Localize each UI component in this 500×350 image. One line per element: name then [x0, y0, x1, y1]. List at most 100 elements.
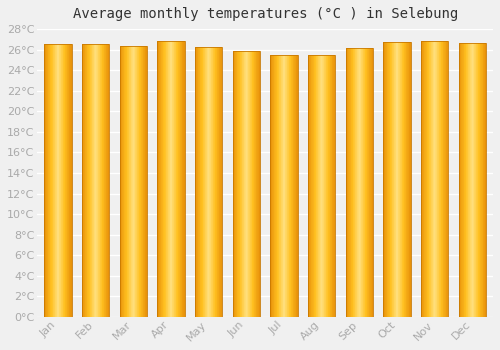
Bar	[102, 44, 103, 317]
Bar	[206, 47, 208, 317]
Bar	[143, 46, 144, 317]
Bar	[459, 43, 486, 317]
Bar	[398, 42, 399, 317]
Bar	[308, 55, 309, 317]
Bar	[292, 55, 293, 317]
Bar	[126, 46, 128, 317]
Bar	[244, 51, 245, 317]
Bar	[87, 44, 88, 317]
Bar	[407, 42, 408, 317]
Bar	[397, 42, 398, 317]
Bar	[98, 44, 99, 317]
Bar	[295, 55, 296, 317]
Bar	[236, 51, 237, 317]
Bar	[348, 48, 349, 317]
Bar	[167, 41, 168, 317]
Bar	[48, 44, 49, 317]
Bar	[364, 48, 366, 317]
Bar	[120, 46, 147, 317]
Bar	[463, 43, 464, 317]
Bar	[96, 44, 97, 317]
Bar	[162, 41, 163, 317]
Bar	[483, 43, 484, 317]
Bar	[440, 41, 441, 317]
Bar	[138, 46, 139, 317]
Bar	[278, 55, 280, 317]
Bar	[91, 44, 92, 317]
Bar	[176, 41, 177, 317]
Bar	[177, 41, 178, 317]
Bar	[205, 47, 206, 317]
Bar	[321, 55, 322, 317]
Bar	[320, 55, 321, 317]
Bar	[204, 47, 206, 317]
Bar	[208, 47, 210, 317]
Bar	[214, 47, 216, 317]
Bar	[86, 44, 87, 317]
Bar	[85, 44, 86, 317]
Bar	[220, 47, 221, 317]
Bar	[319, 55, 320, 317]
Bar	[476, 43, 477, 317]
Bar	[395, 42, 396, 317]
Bar	[311, 55, 312, 317]
Bar	[275, 55, 276, 317]
Bar	[332, 55, 334, 317]
Bar	[180, 41, 181, 317]
Bar	[99, 44, 100, 317]
Bar	[434, 41, 436, 317]
Bar	[217, 47, 218, 317]
Bar	[89, 44, 90, 317]
Bar	[221, 47, 222, 317]
Bar	[468, 43, 469, 317]
Bar	[120, 46, 121, 317]
Bar	[270, 55, 297, 317]
Bar	[68, 44, 69, 317]
Bar	[158, 41, 184, 317]
Bar	[171, 41, 172, 317]
Bar	[286, 55, 287, 317]
Bar	[54, 44, 56, 317]
Bar	[216, 47, 217, 317]
Bar	[389, 42, 390, 317]
Bar	[212, 47, 213, 317]
Bar	[471, 43, 472, 317]
Bar	[438, 41, 439, 317]
Bar	[82, 44, 84, 317]
Bar	[70, 44, 71, 317]
Bar	[401, 42, 402, 317]
Bar	[421, 41, 422, 317]
Bar	[145, 46, 146, 317]
Bar	[385, 42, 386, 317]
Bar	[364, 48, 365, 317]
Bar	[461, 43, 462, 317]
Bar	[198, 47, 199, 317]
Bar	[312, 55, 313, 317]
Bar	[460, 43, 461, 317]
Bar	[241, 51, 242, 317]
Bar	[465, 43, 466, 317]
Bar	[258, 51, 260, 317]
Bar	[445, 41, 446, 317]
Bar	[178, 41, 179, 317]
Bar	[64, 44, 66, 317]
Bar	[366, 48, 367, 317]
Bar	[371, 48, 372, 317]
Bar	[367, 48, 368, 317]
Bar	[472, 43, 473, 317]
Bar	[240, 51, 241, 317]
Bar	[323, 55, 324, 317]
Bar	[330, 55, 331, 317]
Bar	[53, 44, 54, 317]
Bar	[315, 55, 316, 317]
Bar	[44, 44, 45, 317]
Bar	[392, 42, 393, 317]
Bar	[282, 55, 284, 317]
Bar	[136, 46, 138, 317]
Bar	[478, 43, 479, 317]
Bar	[317, 55, 318, 317]
Bar	[477, 43, 478, 317]
Bar	[443, 41, 444, 317]
Bar	[256, 51, 257, 317]
Bar	[432, 41, 434, 317]
